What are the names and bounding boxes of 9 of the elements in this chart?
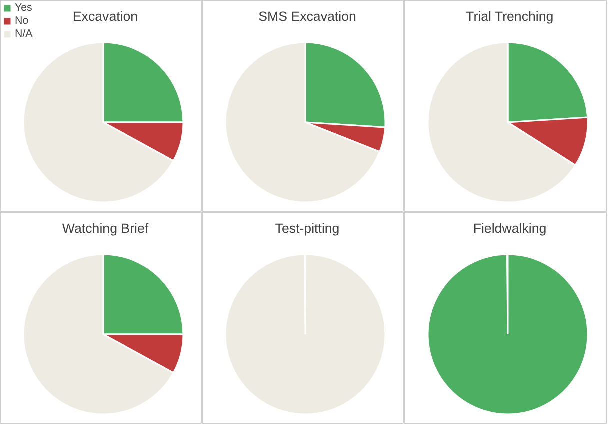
chart-title: Watching Brief — [62, 221, 149, 236]
legend-label: No — [15, 15, 30, 27]
chart-title: SMS Excavation — [258, 9, 356, 24]
chart-title: Trial Trenching — [466, 9, 554, 24]
legend-label: Yes — [15, 2, 34, 14]
chart-title: Test-pitting — [275, 221, 340, 236]
legend-label: N/A — [15, 28, 34, 40]
chart-title: Excavation — [72, 9, 138, 24]
chart-title: Fieldwalking — [473, 221, 547, 236]
